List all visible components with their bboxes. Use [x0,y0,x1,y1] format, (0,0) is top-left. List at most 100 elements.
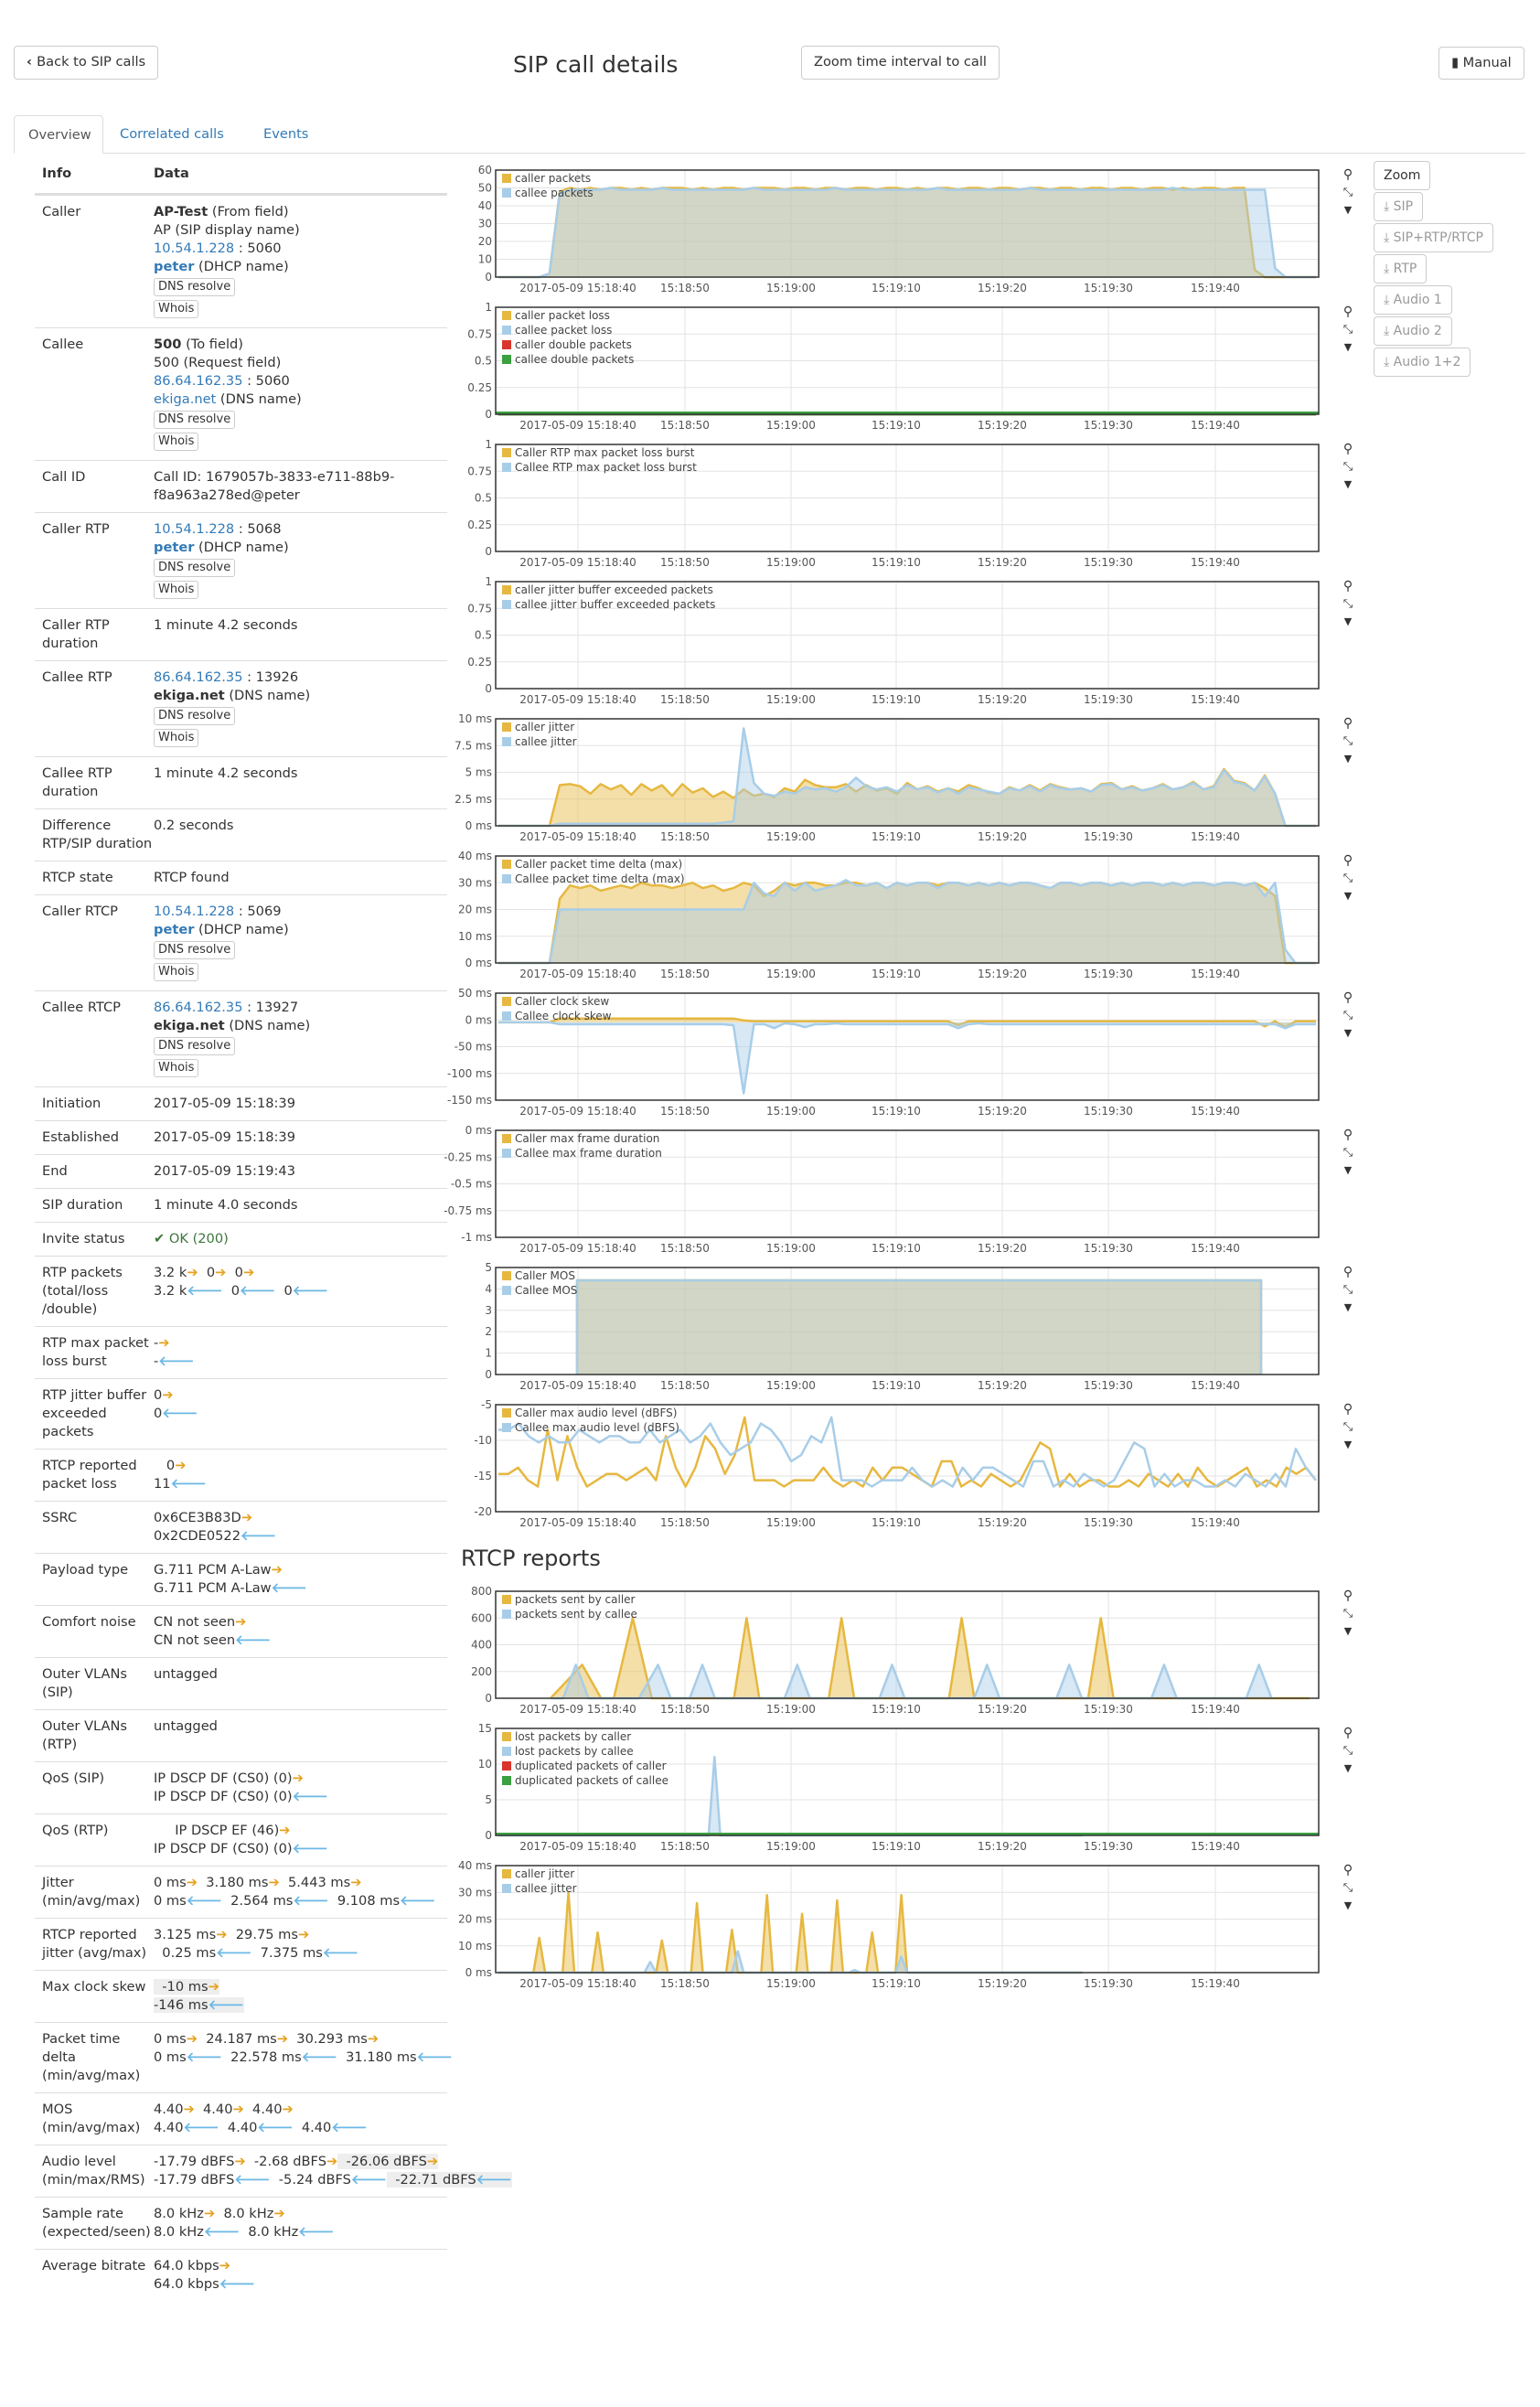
value-line: 0🡐 [154,1405,447,1423]
series-line [498,727,1316,828]
whois-button[interactable]: Whois [154,433,199,451]
callee-direction-icon: 🡐 [235,1632,272,1648]
value-text: 500 (Request field) [154,355,282,370]
value-line: CN not seen➔ [154,1613,447,1631]
info-row-label: Max clock skew [42,1979,146,1995]
legend-swatch [502,997,511,1006]
address-link[interactable]: 10.54.1.228 [154,904,235,919]
info-row-label: RTP max packet loss burst [42,1335,149,1369]
reset-zoom-icon: ⤡ [1343,1420,1353,1434]
zoom-interval-button[interactable]: Zoom time interval to call [801,46,1000,80]
dns-resolve-button[interactable]: DNS resolve [154,559,236,577]
info-row-value: 0x6CE3B83D➔ 0x2CDE0522🡐 [154,1509,447,1546]
download-audio-1-2-button[interactable]: ⤓ Audio 1+2 [1374,348,1471,377]
address-link[interactable]: 86.64.162.35 [154,1000,243,1015]
address-link[interactable]: 10.54.1.228 [154,241,235,256]
chevron-left-icon: ‹ [27,54,37,70]
zoom-icon: ⚲ [1343,1863,1353,1877]
dns-resolve-button[interactable]: DNS resolve [154,278,236,296]
caller-direction-icon: ➔ [242,1265,255,1280]
back-button[interactable]: ‹ Back to SIP calls [14,46,159,80]
caret-down-icon: ▼ [1344,1439,1353,1450]
address-link[interactable]: peter [154,922,195,937]
value-text: 64.0 kbps [154,2258,219,2273]
chart-frame [495,1129,1320,1238]
download-sip-button[interactable]: ⤓ SIP [1374,192,1424,221]
x-tick-label: 15:18:50 [660,968,710,980]
dns-resolve-button[interactable]: DNS resolve [154,411,236,429]
tab-correlated-calls[interactable]: Correlated calls [120,126,224,142]
value-line: 86.64.162.35 : 5060 [154,372,447,390]
value-line: peter (DHCP name) [154,921,447,939]
whois-button[interactable]: Whois [154,300,199,318]
value-line: Whois [154,298,447,320]
info-row-value: -➔ -🡐 [154,1334,447,1371]
value-line: 0.25 ms🡐 7.375 ms🡐 [154,1944,447,1963]
download-sip-rtp-rtcp-button[interactable]: ⤓ SIP+RTP/RTCP [1374,223,1493,252]
info-row: Difference RTP/SIP duration 0.2 seconds [35,808,447,861]
info-row-label: Call ID [42,469,86,485]
dns-resolve-button[interactable]: DNS resolve [154,941,236,959]
address-link[interactable]: peter [154,540,195,555]
value-text: (DNS name) [216,391,302,407]
value-text: 0 [226,1265,243,1280]
caller-direction-icon: ➔ [219,2258,230,2273]
whois-button[interactable]: Whois [154,1059,199,1077]
info-row: Invite status ✔ OK (200) [35,1222,447,1256]
legend-label: caller double packets [515,338,632,351]
info-row-value: 0.2 seconds [154,817,447,853]
value-text: AP (SIP display name) [154,222,300,238]
x-tick-label: 2017-05-09 15:18:40 [519,1840,636,1853]
value-line: 2017-05-09 15:18:39 [154,1095,447,1113]
info-row-label: Caller RTP duration [42,617,110,651]
y-tick-label: -5 [481,1398,492,1411]
dns-resolve-button[interactable]: DNS resolve [154,707,236,725]
download-rtp-button[interactable]: ⤓ RTP [1374,254,1428,283]
legend-swatch [502,737,511,746]
address-link[interactable]: peter [154,259,195,274]
whois-button[interactable]: Whois [154,963,199,981]
y-tick-label: 2 [485,1325,492,1338]
info-row: Average bitrate 64.0 kbps➔ 64.0 kbps🡐 [35,2249,447,2301]
value-line: 4.40🡐 4.40🡐 4.40🡐 [154,2119,447,2137]
x-tick-label: 15:19:30 [1084,1977,1133,1990]
value-text: 4.40 [293,2120,332,2135]
x-tick-label: 15:19:00 [766,1379,816,1392]
x-tick-label: 15:19:30 [1084,1379,1133,1392]
y-tick-label: 0 [485,1692,492,1705]
legend-label: caller packets [515,172,591,185]
download-audio-2-button[interactable]: ⤓ Audio 2 [1374,316,1452,346]
chart-frame [495,855,1320,964]
whois-button[interactable]: Whois [154,581,199,599]
info-row-value: Call ID: 1679057b-3833-e711-88b9- f8a963a… [154,468,447,505]
address-link[interactable]: ekiga.net [154,391,217,407]
tab-overview[interactable]: Overview [14,115,103,154]
address-link[interactable]: 10.54.1.228 [154,521,235,537]
value-line: 0 ms➔ 24.187 ms➔ 30.293 ms➔ [154,2030,453,2049]
download-audio-1-button[interactable]: ⤓ Audio 1 [1374,285,1452,315]
manual-button[interactable]: ▮ Manual [1438,47,1524,80]
legend-label: callee packet loss [515,324,612,337]
value-text: -17.79 dBFS [154,2154,235,2169]
callee-direction-icon: 🡐 [187,1283,223,1299]
info-row-value: -10 ms➔ -146 ms🡐 [154,1978,447,2015]
x-tick-label: 15:19:10 [872,282,921,294]
address-link[interactable]: 86.64.162.35 [154,669,243,685]
info-row-label: RTCP reported packet loss [42,1458,137,1492]
value-text: : 5069 [234,904,282,919]
data-column-header: Data [154,166,189,181]
caller-direction-icon: ➔ [426,2154,439,2169]
dns-resolve-button[interactable]: DNS resolve [154,1037,236,1055]
value-text: 11 [154,1476,171,1492]
caller-direction-icon: ➔ [241,1510,252,1525]
value-text: 30.293 ms [288,2031,368,2047]
y-tick-label: 0 [485,545,492,558]
tab-events[interactable]: Events [263,126,309,142]
legend-swatch [502,1134,511,1143]
caret-down-icon: ▼ [1344,1762,1353,1774]
address-link[interactable]: 86.64.162.35 [154,373,243,389]
chart-frame [495,306,1320,415]
reset-zoom-icon: ⤡ [1343,1744,1353,1758]
whois-button[interactable]: Whois [154,729,199,747]
zoom-button[interactable]: Zoom [1374,161,1431,190]
